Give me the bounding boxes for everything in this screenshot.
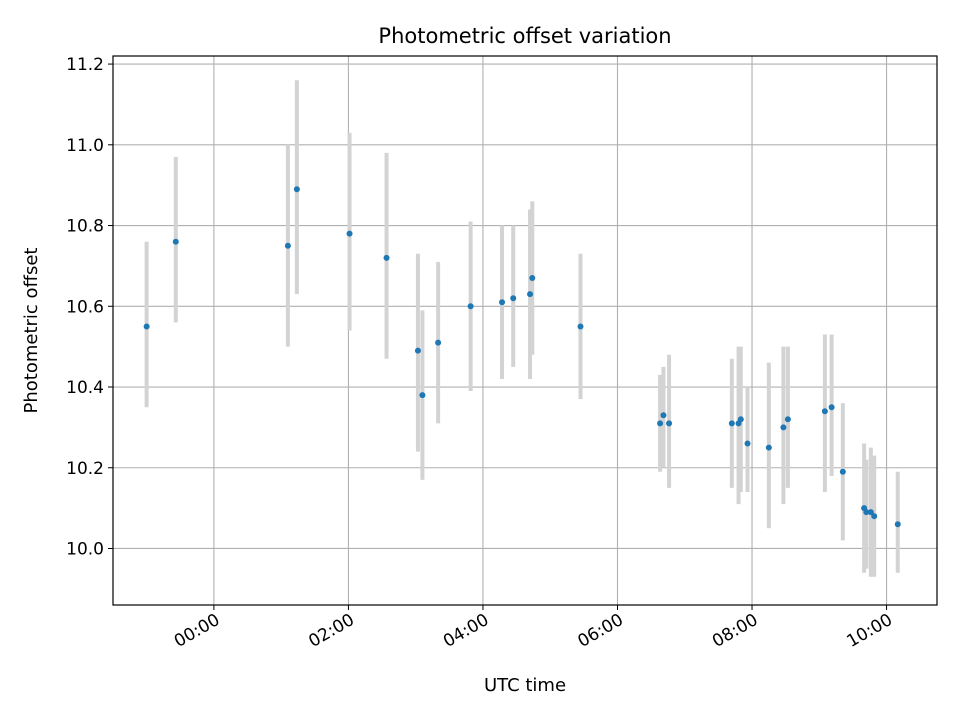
- data-point: [894, 521, 901, 528]
- x-tick-label: 04:00: [440, 610, 492, 652]
- data-points: [143, 186, 901, 528]
- data-point: [821, 408, 828, 415]
- data-point: [784, 416, 791, 423]
- data-point: [529, 275, 536, 282]
- y-tick-label: 10.8: [66, 217, 104, 237]
- y-axis-label: Photometric offset: [21, 248, 42, 414]
- plot-area-frame: [112, 55, 938, 606]
- y-tick-label: 11.2: [66, 55, 104, 75]
- y-tick-label: 10.2: [66, 459, 104, 479]
- data-point: [172, 238, 179, 245]
- x-tick-label: 02:00: [305, 610, 357, 652]
- data-point: [657, 420, 664, 427]
- data-point: [346, 230, 353, 237]
- data-point: [419, 392, 426, 399]
- data-point: [383, 254, 390, 261]
- data-point: [577, 323, 584, 330]
- data-point: [467, 303, 474, 310]
- x-tick-label: 06:00: [574, 610, 626, 652]
- data-point: [435, 339, 442, 346]
- data-point: [143, 323, 150, 330]
- y-tick-label: 10.6: [66, 297, 104, 317]
- y-tick-label: 10.4: [66, 378, 104, 398]
- data-point: [293, 186, 300, 193]
- data-point: [510, 295, 517, 302]
- data-point: [765, 444, 772, 451]
- data-point: [828, 404, 835, 411]
- data-point: [666, 420, 673, 427]
- data-point: [284, 242, 291, 249]
- data-point: [499, 299, 506, 306]
- chart-title: Photometric offset variation: [378, 24, 671, 48]
- data-point: [780, 424, 787, 431]
- data-point: [527, 291, 534, 298]
- data-point: [744, 440, 751, 447]
- x-axis-label: UTC time: [484, 675, 566, 696]
- y-tick-label: 10.0: [66, 539, 104, 559]
- data-point: [839, 468, 846, 475]
- data-point: [660, 412, 667, 419]
- errorbars: [144, 80, 900, 577]
- x-tick-label: 08:00: [709, 610, 761, 652]
- data-point: [728, 420, 735, 427]
- data-point: [737, 416, 744, 423]
- y-tick-label: 11.0: [66, 136, 104, 156]
- data-point: [867, 509, 874, 516]
- data-point: [414, 347, 421, 354]
- data-point: [863, 509, 870, 516]
- x-tick-label: 00:00: [171, 610, 223, 652]
- data-point: [871, 513, 878, 520]
- grid: [113, 56, 937, 605]
- x-tick-label: 10:00: [844, 610, 896, 652]
